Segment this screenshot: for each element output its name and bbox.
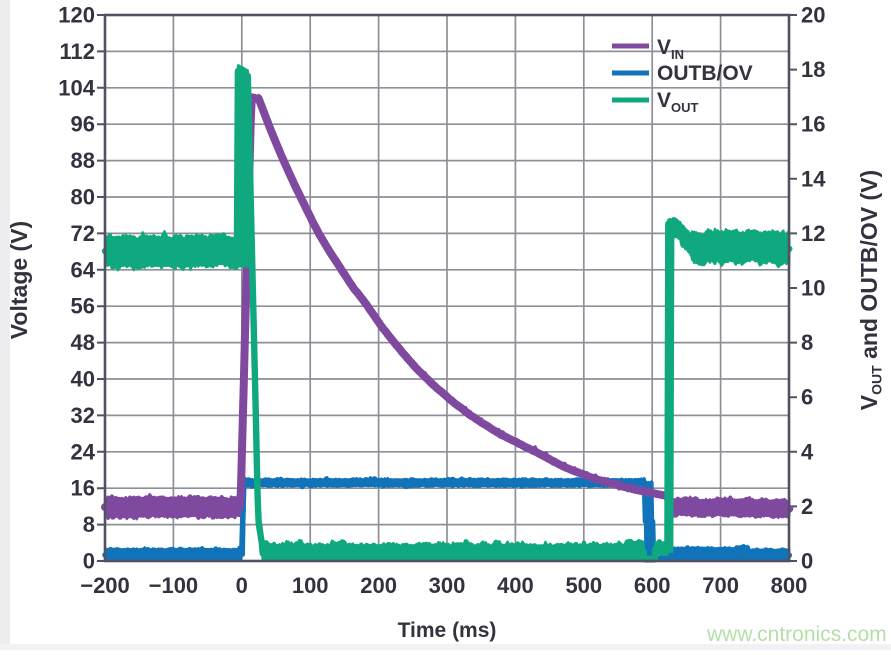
svg-text:−100: −100: [149, 573, 199, 598]
svg-text:200: 200: [360, 573, 397, 598]
svg-text:20: 20: [801, 3, 825, 28]
svg-text:12: 12: [801, 221, 825, 246]
svg-text:88: 88: [71, 148, 95, 173]
svg-text:112: 112: [60, 39, 96, 64]
svg-text:Voltage (V): Voltage (V): [6, 221, 32, 339]
svg-text:104: 104: [58, 75, 95, 100]
svg-text:4: 4: [801, 439, 814, 464]
svg-text:800: 800: [771, 573, 808, 598]
svg-text:VOUT and OUTB/OV (V): VOUT and OUTB/OV (V): [856, 170, 885, 410]
svg-text:400: 400: [497, 573, 534, 598]
svg-text:300: 300: [429, 573, 466, 598]
svg-text:100: 100: [292, 573, 329, 598]
svg-text:32: 32: [71, 403, 95, 428]
svg-text:120: 120: [58, 3, 95, 28]
svg-text:48: 48: [71, 330, 95, 355]
svg-text:10: 10: [801, 276, 825, 301]
svg-text:56: 56: [71, 294, 95, 319]
svg-text:24: 24: [71, 439, 96, 464]
svg-text:600: 600: [634, 573, 671, 598]
svg-text:72: 72: [71, 221, 95, 246]
svg-text:6: 6: [801, 385, 813, 410]
svg-text:16: 16: [71, 476, 95, 501]
svg-text:www.cntronics.com: www.cntronics.com: [706, 623, 887, 646]
svg-text:0: 0: [801, 549, 813, 574]
svg-text:700: 700: [702, 573, 739, 598]
svg-text:18: 18: [801, 57, 825, 82]
svg-text:OUTB/OV: OUTB/OV: [657, 62, 753, 85]
svg-text:500: 500: [565, 573, 602, 598]
svg-text:2: 2: [801, 494, 813, 519]
svg-text:80: 80: [71, 185, 95, 210]
svg-text:8: 8: [801, 330, 813, 355]
svg-text:0: 0: [83, 549, 95, 574]
svg-text:64: 64: [71, 257, 96, 282]
svg-text:8: 8: [83, 512, 95, 537]
svg-text:0: 0: [236, 573, 248, 598]
svg-text:96: 96: [71, 112, 95, 137]
svg-text:−200: −200: [80, 573, 130, 598]
svg-text:14: 14: [801, 166, 826, 191]
svg-text:40: 40: [71, 367, 95, 392]
svg-text:Time (ms): Time (ms): [398, 619, 497, 642]
svg-text:16: 16: [801, 112, 825, 137]
